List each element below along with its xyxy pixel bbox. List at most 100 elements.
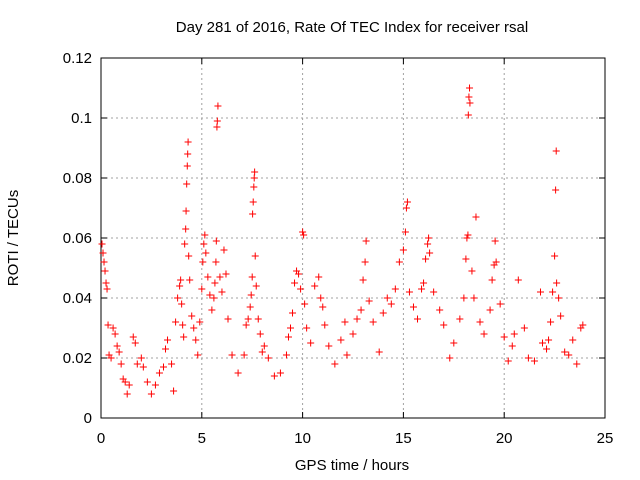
data-point <box>143 378 151 386</box>
data-point <box>315 273 323 281</box>
data-point <box>181 240 189 248</box>
data-point <box>325 342 333 350</box>
data-point <box>289 309 297 317</box>
data-point <box>395 258 403 266</box>
data-point <box>436 306 444 314</box>
data-point <box>500 333 508 341</box>
data-point <box>343 351 351 359</box>
data-point <box>176 282 184 290</box>
x-axis-label: GPS time / hours <box>295 457 409 474</box>
data-point <box>470 294 478 302</box>
data-point <box>414 315 422 323</box>
data-point <box>104 321 112 329</box>
data-point <box>213 123 221 131</box>
data-point <box>164 336 172 344</box>
data-point <box>125 381 133 389</box>
data-point <box>228 351 236 359</box>
data-point <box>198 285 206 293</box>
data-point <box>260 342 268 350</box>
data-point <box>184 150 192 158</box>
data-point <box>464 231 472 239</box>
data-point <box>557 312 565 320</box>
data-point <box>194 351 202 359</box>
data-point <box>113 342 121 350</box>
data-point <box>186 276 194 284</box>
data-point <box>183 180 191 188</box>
data-point <box>177 276 185 284</box>
y-tick-label: 0 <box>84 410 92 427</box>
data-point <box>387 300 395 308</box>
data-point <box>491 237 499 245</box>
data-point <box>247 291 255 299</box>
data-point <box>510 330 518 338</box>
x-tick-label: 15 <box>395 430 412 447</box>
series-roti <box>98 84 587 398</box>
data-point <box>362 237 370 245</box>
data-point <box>307 339 315 347</box>
data-point <box>242 321 250 329</box>
data-point <box>211 279 219 287</box>
data-point <box>440 321 448 329</box>
data-point <box>311 282 319 290</box>
data-point <box>155 369 163 377</box>
data-point <box>212 237 220 245</box>
data-point <box>337 336 345 344</box>
data-point <box>486 306 494 314</box>
data-point <box>199 258 207 266</box>
x-tick-label: 5 <box>198 430 206 447</box>
data-point <box>121 378 129 386</box>
data-point <box>139 363 147 371</box>
x-tick-label: 0 <box>97 430 105 447</box>
data-point <box>178 300 186 308</box>
data-point <box>331 360 339 368</box>
data-point <box>369 318 377 326</box>
data-point <box>418 285 426 293</box>
data-point <box>254 315 262 323</box>
data-point <box>426 249 434 257</box>
data-point <box>248 273 256 281</box>
data-point <box>357 306 365 314</box>
y-tick-label: 0.1 <box>71 110 92 127</box>
data-point <box>520 324 528 332</box>
data-point <box>159 363 167 371</box>
data-point <box>256 330 264 338</box>
data-point <box>168 360 176 368</box>
data-point <box>210 294 218 302</box>
x-tick-label: 25 <box>597 430 614 447</box>
data-point <box>430 288 438 296</box>
y-tick-label: 0.04 <box>63 290 92 307</box>
data-point <box>180 333 188 341</box>
data-point <box>220 246 228 254</box>
data-point <box>100 258 108 266</box>
data-point <box>103 285 111 293</box>
data-point <box>472 213 480 221</box>
data-point <box>375 348 383 356</box>
data-point <box>251 168 259 176</box>
data-point <box>579 321 587 329</box>
y-tick-label: 0.12 <box>63 50 92 67</box>
y-tick-label: 0.08 <box>63 170 92 187</box>
data-point <box>466 84 474 92</box>
data-point <box>291 279 299 287</box>
data-point <box>214 102 222 110</box>
data-point <box>137 354 145 362</box>
data-point <box>202 249 210 257</box>
data-point <box>200 240 208 248</box>
data-point <box>123 390 131 398</box>
data-point <box>98 240 106 248</box>
data-point <box>401 228 409 236</box>
data-point <box>295 270 303 278</box>
data-point <box>552 186 560 194</box>
data-point <box>543 345 551 353</box>
data-point <box>553 279 561 287</box>
data-point <box>246 303 254 311</box>
data-point <box>212 258 220 266</box>
data-point <box>224 315 232 323</box>
data-point <box>284 333 292 341</box>
data-point <box>450 339 458 347</box>
x-tick-label: 20 <box>496 430 513 447</box>
data-point <box>547 318 555 326</box>
data-point <box>251 252 259 260</box>
data-point <box>196 318 204 326</box>
data-point <box>492 258 500 266</box>
